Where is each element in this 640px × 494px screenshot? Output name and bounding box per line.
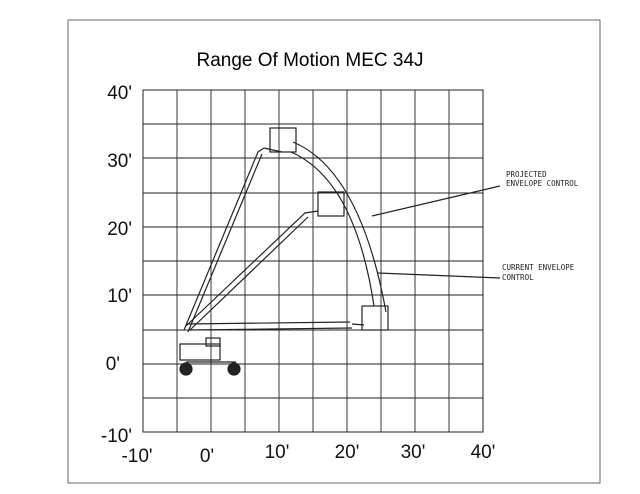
x-label: 40' <box>471 442 496 463</box>
x-label: 0' <box>200 446 214 467</box>
x-labels: -10' 0' 10' 20' 30' 40' <box>121 442 495 467</box>
y-label: -10' <box>101 426 132 447</box>
y-label: 20' <box>107 219 132 240</box>
annotation: ENVELOPE CONTROL <box>506 179 579 188</box>
y-label: 0' <box>106 354 120 375</box>
y-label: 10' <box>107 286 132 307</box>
frame <box>67 19 601 484</box>
y-label: 40' <box>107 83 132 104</box>
lift-drawing <box>179 127 501 376</box>
y-label: 30' <box>107 151 132 172</box>
x-label: 30' <box>401 442 426 463</box>
x-label: 10' <box>265 442 290 463</box>
x-label: 20' <box>335 442 360 463</box>
title: Range Of Motion MEC 34J <box>196 50 423 71</box>
annotations: PROJECTED ENVELOPE CONTROL CURRENT ENVEL… <box>502 170 579 282</box>
y-labels: 40' 30' 20' 10' 0' -10' <box>101 83 132 447</box>
annotation: PROJECTED <box>506 170 547 179</box>
annotation: CURRENT ENVELOPE <box>502 263 575 272</box>
annotation: CONTROL <box>502 273 534 282</box>
x-label: -10' <box>121 446 152 467</box>
